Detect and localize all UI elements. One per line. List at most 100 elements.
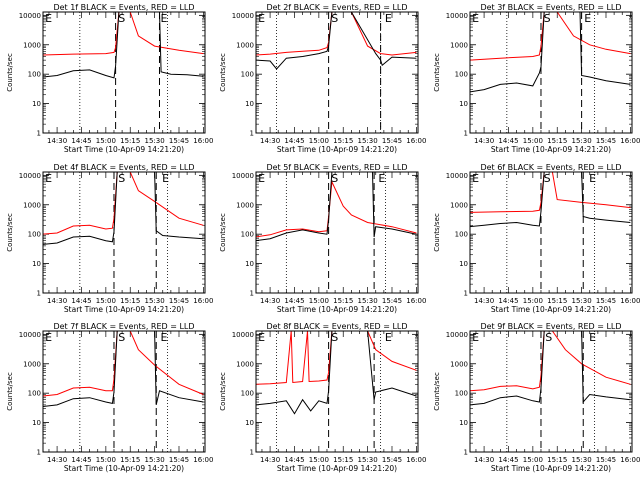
detector-panel: Det 9f BLACK = Events, RED = LLD Counts/s… [433,322,640,473]
plot-frame [42,330,206,453]
x-tick-label: 16:00 [193,137,213,145]
lld-series-line [43,331,204,397]
event-marker-label: E [258,331,265,344]
y-tick-label: 1 [250,290,254,298]
x-tick-label: 16:00 [620,137,640,145]
x-tick-label: 15:00 [96,456,116,464]
y-tick-label: 10 [32,260,41,268]
x-ticks: 14:30 14:45 15:00 15:15 15:30 15:45 16:00 [260,172,426,305]
event-marker-label: S [118,172,125,185]
series-group [470,12,631,93]
detector-panel: Det 1f BLACK = Events, RED = LLD Counts/s… [6,3,213,154]
event-marker-label: E [472,172,479,185]
detector-panel: Det 6f BLACK = Events, RED = LLD Counts/s… [433,163,640,314]
y-tick-label: 10000 [232,12,254,20]
y-tick-label: 1000 [23,201,41,209]
x-tick-label: 15:15 [333,137,353,145]
y-tick-label: 10000 [232,172,254,180]
x-tick-label: 15:45 [169,297,189,305]
y-ticks: 1 10 100 1000 10000 [446,331,632,457]
x-tick-label: 15:45 [382,137,402,145]
y-tick-label: 10000 [19,331,41,339]
x-tick-label: 15:15 [547,297,567,305]
x-tick-label: 15:15 [120,137,140,145]
y-axis-label: Counts/sec [219,372,227,411]
event-marker-label: E [45,172,52,185]
plot-frame [255,330,419,453]
y-tick-label: 1 [464,130,468,138]
y-tick-label: 1000 [236,360,254,368]
event-marker-label: S [331,12,338,25]
y-axis-label: Counts/sec [6,213,14,252]
y-ticks: 1 10 100 1000 10000 [232,331,418,457]
event-marker-label: E [385,12,392,25]
x-tick-label: 14:45 [284,456,304,464]
x-tick-label: 15:30 [358,456,378,464]
events-series-line [470,12,631,93]
y-tick-label: 10000 [446,12,468,20]
y-tick-label: 1 [37,449,41,457]
y-ticks: 1 10 100 1000 10000 [232,12,418,138]
lld-series-line [43,172,204,235]
panel-title: Det 8f BLACK = Events, RED = LLD [266,322,407,331]
y-tick-label: 1 [37,130,41,138]
x-tick-label: 14:30 [474,456,494,464]
x-tick-label: 14:30 [47,297,67,305]
event-marker-label: S [331,331,338,344]
y-tick-label: 1000 [23,41,41,49]
x-axis-label: Start Time (10-Apr-09 14:21:20) [491,305,611,314]
lld-series-line [470,172,631,213]
y-ticks: 1 10 100 1000 10000 [446,12,632,138]
y-tick-label: 10 [32,100,41,108]
panel-title: Det 4f BLACK = Events, RED = LLD [53,163,194,172]
x-tick-label: 15:00 [523,456,543,464]
panel-title: Det 3f BLACK = Events, RED = LLD [480,3,621,12]
detector-panel: Det 2f BLACK = Events, RED = LLD Counts/s… [219,3,426,154]
x-tick-label: 14:30 [260,297,280,305]
x-ticks: 14:30 14:45 15:00 15:15 15:30 15:45 16:00 [260,12,426,145]
series-group [470,331,631,406]
lld-series-line [470,331,631,392]
y-tick-label: 100 [28,71,41,79]
x-axis-label: Start Time (10-Apr-09 14:21:20) [277,464,397,473]
x-axis-label: Start Time (10-Apr-09 14:21:20) [64,145,184,154]
y-tick-label: 10000 [19,172,41,180]
detector-panel: Det 5f BLACK = Events, RED = LLD Counts/s… [219,163,426,314]
y-axis-label: Counts/sec [219,213,227,252]
y-tick-label: 1000 [450,201,468,209]
y-tick-label: 100 [455,390,468,398]
events-series-line [43,172,204,245]
y-tick-label: 1 [464,290,468,298]
event-marker-label: E [160,331,167,344]
x-tick-label: 16:00 [406,137,426,145]
x-tick-label: 14:45 [71,137,91,145]
x-tick-label: 14:30 [47,137,67,145]
x-tick-label: 15:15 [333,297,353,305]
panel-title: Det 5f BLACK = Events, RED = LLD [266,163,407,172]
x-tick-label: 15:15 [120,456,140,464]
panel-title: Det 2f BLACK = Events, RED = LLD [266,3,407,12]
x-tick-label: 14:30 [474,297,494,305]
detector-panel: Det 4f BLACK = Events, RED = LLD Counts/s… [6,163,213,314]
x-ticks: 14:30 14:45 15:00 15:15 15:30 15:45 16:00 [47,331,213,464]
x-tick-label: 15:30 [358,297,378,305]
y-tick-label: 100 [28,231,41,239]
x-axis-label: Start Time (10-Apr-09 14:21:20) [64,305,184,314]
events-series-line [256,172,417,242]
plot-frame [469,11,633,134]
x-tick-label: 16:00 [193,297,213,305]
x-tick-label: 15:00 [96,297,116,305]
series-group [43,12,204,79]
y-tick-label: 100 [241,390,254,398]
x-ticks: 14:30 14:45 15:00 15:15 15:30 15:45 16:00 [474,12,640,145]
x-ticks: 14:30 14:45 15:00 15:15 15:30 15:45 16:00 [47,12,213,145]
x-tick-label: 16:00 [620,297,640,305]
y-tick-label: 10 [459,260,468,268]
y-ticks: 1 10 100 1000 10000 [19,172,205,298]
detector-panel: Det 7f BLACK = Events, RED = LLD Counts/s… [6,322,213,473]
panel-title: Det 1f BLACK = Events, RED = LLD [53,3,194,12]
x-axis-label: Start Time (10-Apr-09 14:21:20) [491,145,611,154]
y-tick-label: 10 [459,100,468,108]
x-axis-label: Start Time (10-Apr-09 14:21:20) [277,145,397,154]
